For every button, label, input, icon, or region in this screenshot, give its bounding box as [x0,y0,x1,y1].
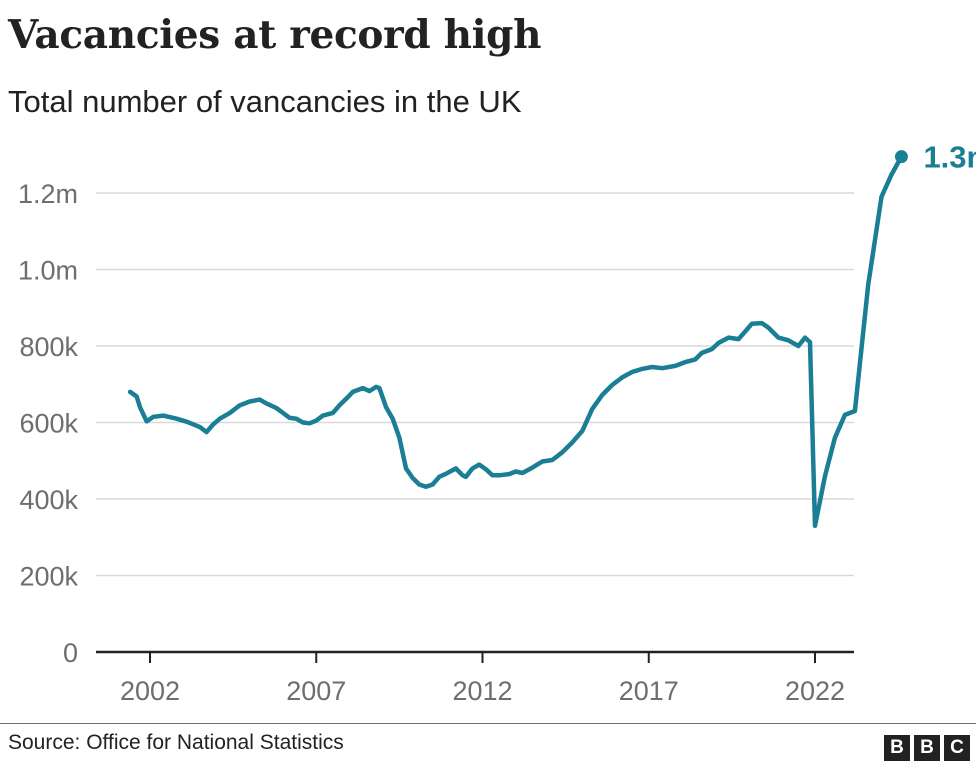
footer-divider [0,723,976,724]
y-tick-label: 400k [19,485,78,515]
y-tick-label: 1.2m [18,179,78,209]
x-tick-labels: 2002 2007 2012 2017 2022 [120,652,845,706]
y-tick-label: 1.0m [18,256,78,286]
y-tick-label: 800k [19,332,78,362]
x-tick-label: 2002 [120,676,180,706]
bbc-logo: B B C [884,735,970,761]
end-point-marker [894,150,908,164]
x-tick-label: 2007 [286,676,346,706]
source-note: Source: Office for National Statistics [8,731,344,754]
series-line-vacancies [127,154,904,529]
y-tick-label: 0 [63,638,78,668]
logo-letter-b1: B [884,735,910,761]
end-value-label: 1.3m [923,140,976,175]
y-tick-label: 600k [19,409,78,439]
x-tick-label: 2012 [452,676,512,706]
grid-lines [96,192,854,577]
chart-title: Vacancies at record high [8,12,542,58]
logo-letter-b2: B [914,735,940,761]
logo-letter-c: C [944,735,970,761]
y-tick-labels: 0 200k 400k 600k 800k 1.0m 1.2m [18,179,79,668]
x-tick-label: 2017 [619,676,679,706]
x-tick-label: 2022 [785,676,845,706]
y-tick-label: 200k [19,562,78,592]
chart-subtitle: Total number of vancancies in the UK [8,84,522,119]
